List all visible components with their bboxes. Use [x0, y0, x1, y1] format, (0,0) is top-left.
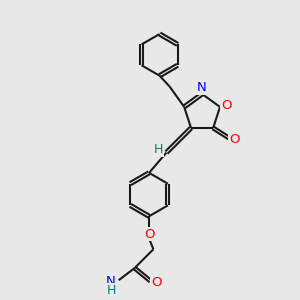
Text: O: O [151, 276, 162, 289]
Text: O: O [144, 228, 154, 241]
Text: H: H [106, 284, 116, 297]
Text: N: N [196, 81, 206, 94]
Text: O: O [229, 133, 239, 146]
Text: H: H [154, 143, 163, 156]
Text: O: O [221, 99, 232, 112]
Text: N: N [106, 275, 116, 288]
